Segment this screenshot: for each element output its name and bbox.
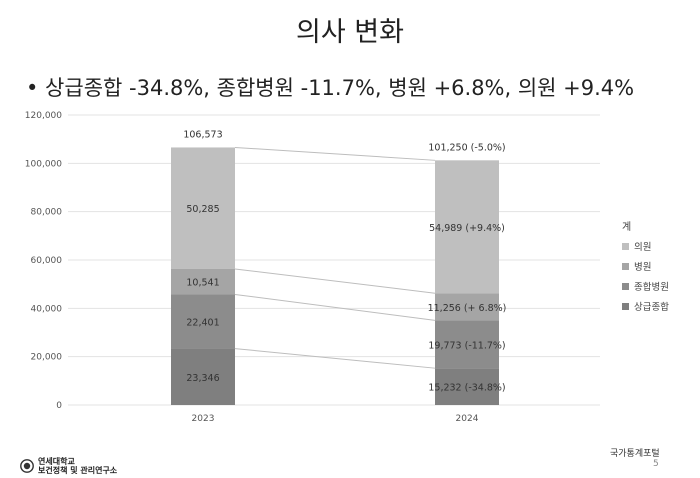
data-label: 11,256 (+ 6.8%) [428, 303, 507, 314]
connector-line [234, 348, 436, 369]
y-tick-label: 80,000 [31, 208, 63, 218]
data-label: 22,401 [186, 318, 219, 329]
seal-icon [20, 459, 34, 473]
x-tick-label: 2023 [192, 414, 215, 424]
y-tick-label: 120,000 [25, 111, 62, 121]
page-number: 5 [653, 459, 659, 469]
bar-segment [171, 268, 235, 295]
legend-entry: 상급종합 [634, 302, 669, 313]
legend-swatch [622, 243, 629, 250]
data-label: 10,541 [186, 278, 219, 289]
connector-line [234, 268, 436, 294]
y-tick-label: 40,000 [31, 304, 63, 314]
connector-line [234, 146, 436, 161]
data-label: 54,989 (+9.4%) [429, 223, 505, 234]
y-tick-label: 100,000 [25, 159, 62, 169]
total-label: 101,250 (-5.0%) [428, 142, 505, 153]
slide-subtitle: • 상급종합 -34.8%, 종합병원 -11.7%, 병원 +6.8%, 의원… [26, 76, 635, 100]
bar-segment [171, 147, 235, 269]
source-note: 국가통계포털 [610, 449, 660, 459]
bar-segment [435, 160, 499, 294]
bar-segment [435, 368, 499, 405]
legend-swatch [622, 263, 629, 270]
slide-title: 의사 변화 [296, 17, 404, 48]
data-label: 19,773 (-11.7%) [428, 340, 505, 351]
logo-institute: 보건정책 및 관리연구소 [38, 466, 118, 475]
bar-segment [171, 348, 235, 405]
bar-segment [435, 293, 499, 321]
y-tick-label: 20,000 [31, 353, 63, 363]
legend-entry: 병원 [634, 262, 651, 273]
legend-entry: 의원 [634, 242, 651, 253]
legend-swatch [622, 283, 629, 290]
legend-entry: 종합병원 [634, 282, 669, 293]
y-tick-label: 0 [56, 401, 62, 411]
x-tick-label: 2024 [456, 414, 479, 424]
y-tick-label: 60,000 [31, 256, 63, 266]
bar-segment [435, 320, 499, 369]
legend-title: 계 [622, 221, 631, 233]
bar-segment [171, 294, 235, 349]
connector-line [234, 293, 436, 321]
data-label: 15,232 (-34.8%) [428, 383, 505, 394]
data-label: 23,346 [186, 373, 219, 384]
legend-swatch [622, 303, 629, 310]
total-label: 106,573 [183, 129, 222, 140]
logo-university: 연세대학교 [38, 457, 75, 466]
data-label: 50,285 [186, 204, 219, 215]
institute-logo: 연세대학교 보건정책 및 관리연구소 [20, 457, 117, 475]
